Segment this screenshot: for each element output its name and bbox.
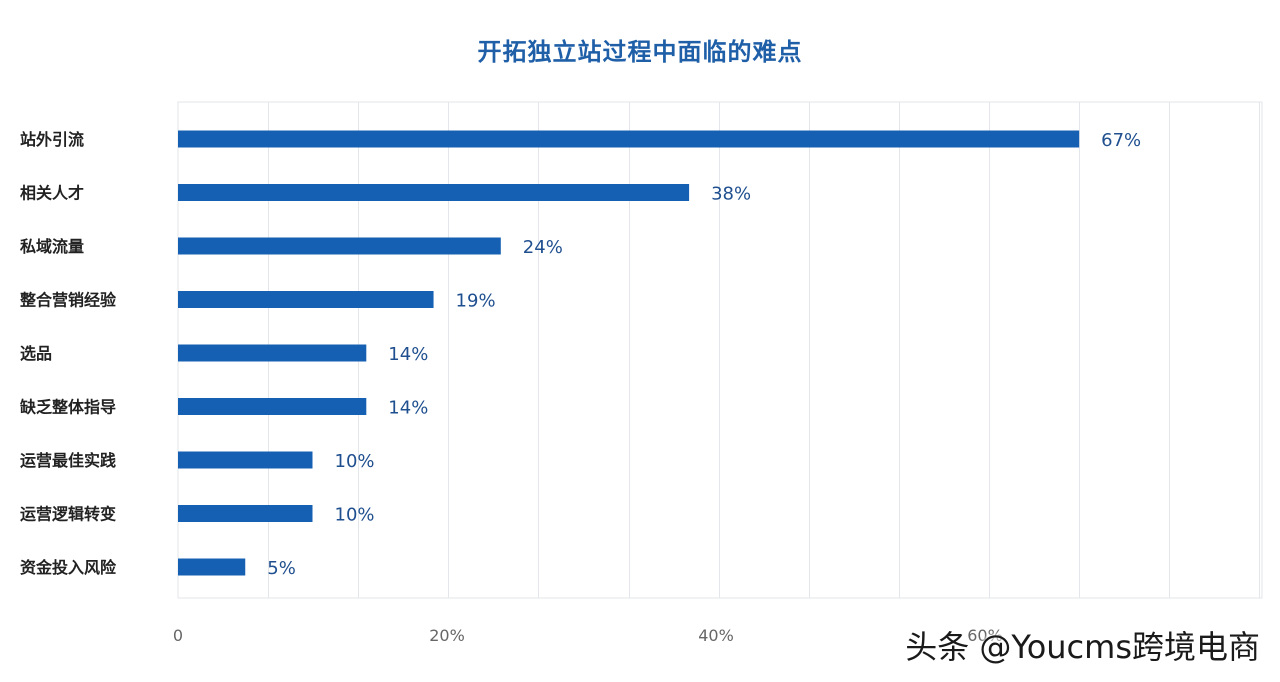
category-label: 资金投入风险 (20, 558, 117, 577)
bar (178, 237, 501, 255)
category-label: 缺乏整体指导 (20, 398, 116, 417)
bar (178, 451, 313, 469)
value-label: 38% (711, 184, 751, 205)
category-label: 站外引流 (20, 130, 84, 149)
category-label: 相关人才 (20, 184, 84, 203)
x-tick-label: 0 (173, 626, 183, 645)
category-label: 运营最佳实践 (20, 451, 116, 470)
x-tick-label: 40% (698, 626, 734, 645)
x-tick-label: 60% (967, 626, 1003, 645)
value-label: 14% (388, 344, 428, 365)
value-label: 5% (267, 558, 296, 579)
category-label: 私域流量 (20, 237, 84, 256)
bar (178, 130, 1080, 148)
value-label: 14% (388, 398, 428, 419)
x-tick-label: 20% (429, 626, 465, 645)
bar (178, 398, 367, 415)
bar (178, 344, 367, 362)
value-label: 24% (523, 237, 563, 258)
watermark-text: 头条 @Youcms跨境电商 (905, 628, 1260, 666)
bar (178, 558, 246, 576)
category-label: 选品 (20, 344, 52, 363)
bar (178, 291, 434, 308)
value-label: 19% (456, 291, 496, 312)
value-label: 67% (1101, 130, 1141, 151)
bar (178, 505, 313, 522)
chart-title: 开拓独立站过程中面临的难点 (477, 38, 803, 66)
category-label: 整合营销经验 (19, 291, 117, 310)
value-label: 10% (335, 451, 375, 472)
category-label: 运营逻辑转变 (20, 505, 116, 524)
value-label: 10% (335, 505, 375, 526)
bar (178, 184, 690, 201)
